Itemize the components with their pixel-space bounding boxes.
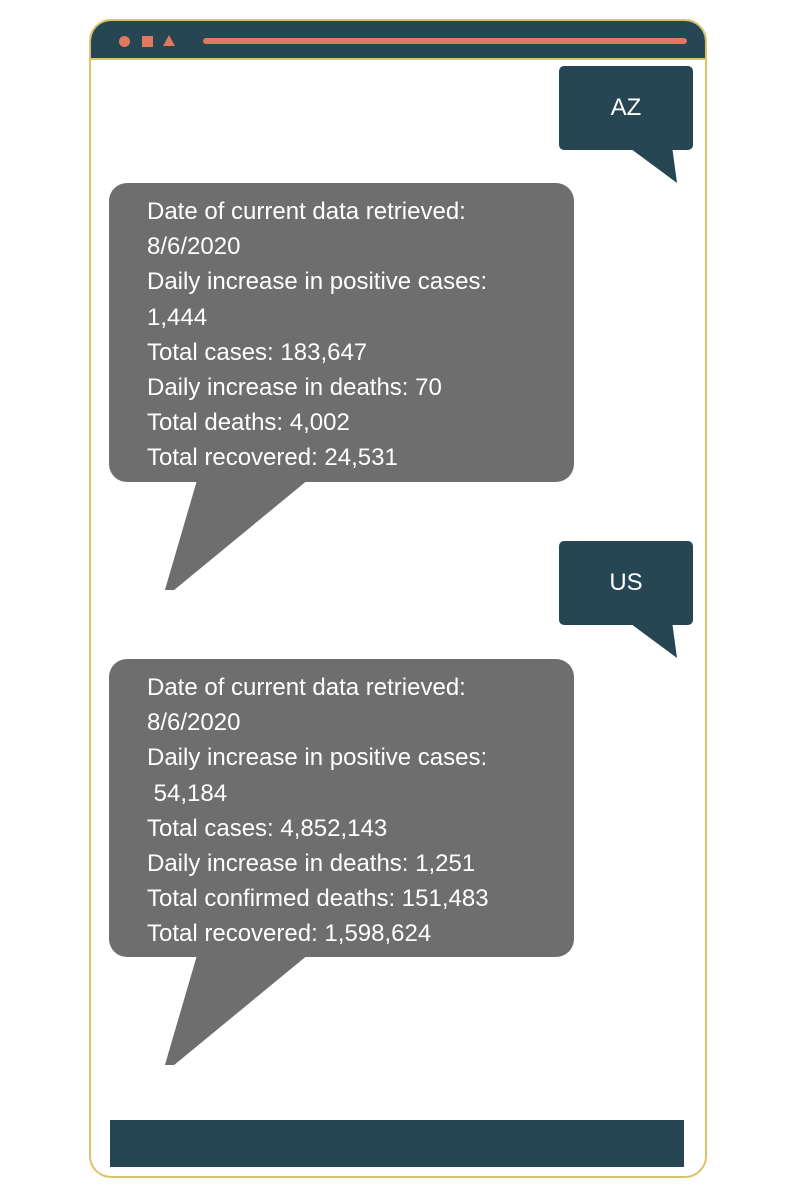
message-line: 1,444 [147,303,208,331]
message-line: Date of current data retrieved: [147,198,466,225]
message-line: 8/6/2020 [147,233,241,261]
message-line: Daily increase in deaths: 70 [147,374,442,402]
message-line: 8/6/2020 [147,709,241,737]
outgoing-bubble-tail [627,621,677,658]
window-top-bar [91,21,705,60]
circle-icon [119,36,130,47]
incoming-message-bubble: Date of current data retrieved: 8/6/2020… [109,183,574,482]
message-line: Daily increase in deaths: 1,251 [147,850,476,878]
message-text: US [609,569,643,596]
message-line: Total recovered: 24,531 [147,444,398,472]
message-input-bar[interactable] [110,1120,684,1167]
incoming-message-bubble: Date of current data retrieved: 8/6/2020… [109,659,574,957]
outgoing-bubble-tail [627,146,677,183]
message-line: Daily increase in positive cases: [147,268,488,296]
square-icon [142,36,153,47]
address-bar[interactable] [203,38,687,44]
message-line: Date of current data retrieved: [147,674,466,701]
message-line: 54,184 [147,779,228,807]
outgoing-message-bubble: US [559,541,693,625]
message-line: Total recovered: 1,598,624 [147,920,432,948]
message-line: Total cases: 4,852,143 [147,814,388,842]
outgoing-message-bubble: AZ [559,66,693,150]
message-line: Total confirmed deaths: 151,483 [147,885,489,913]
message-text: AZ [610,94,642,121]
message-line: Daily increase in positive cases: [147,744,488,772]
incoming-bubble-tail [164,470,320,590]
triangle-icon [163,35,175,46]
incoming-bubble-tail [164,945,320,1065]
message-line: Total deaths: 4,002 [147,409,350,437]
message-line: Total cases: 183,647 [147,338,368,366]
